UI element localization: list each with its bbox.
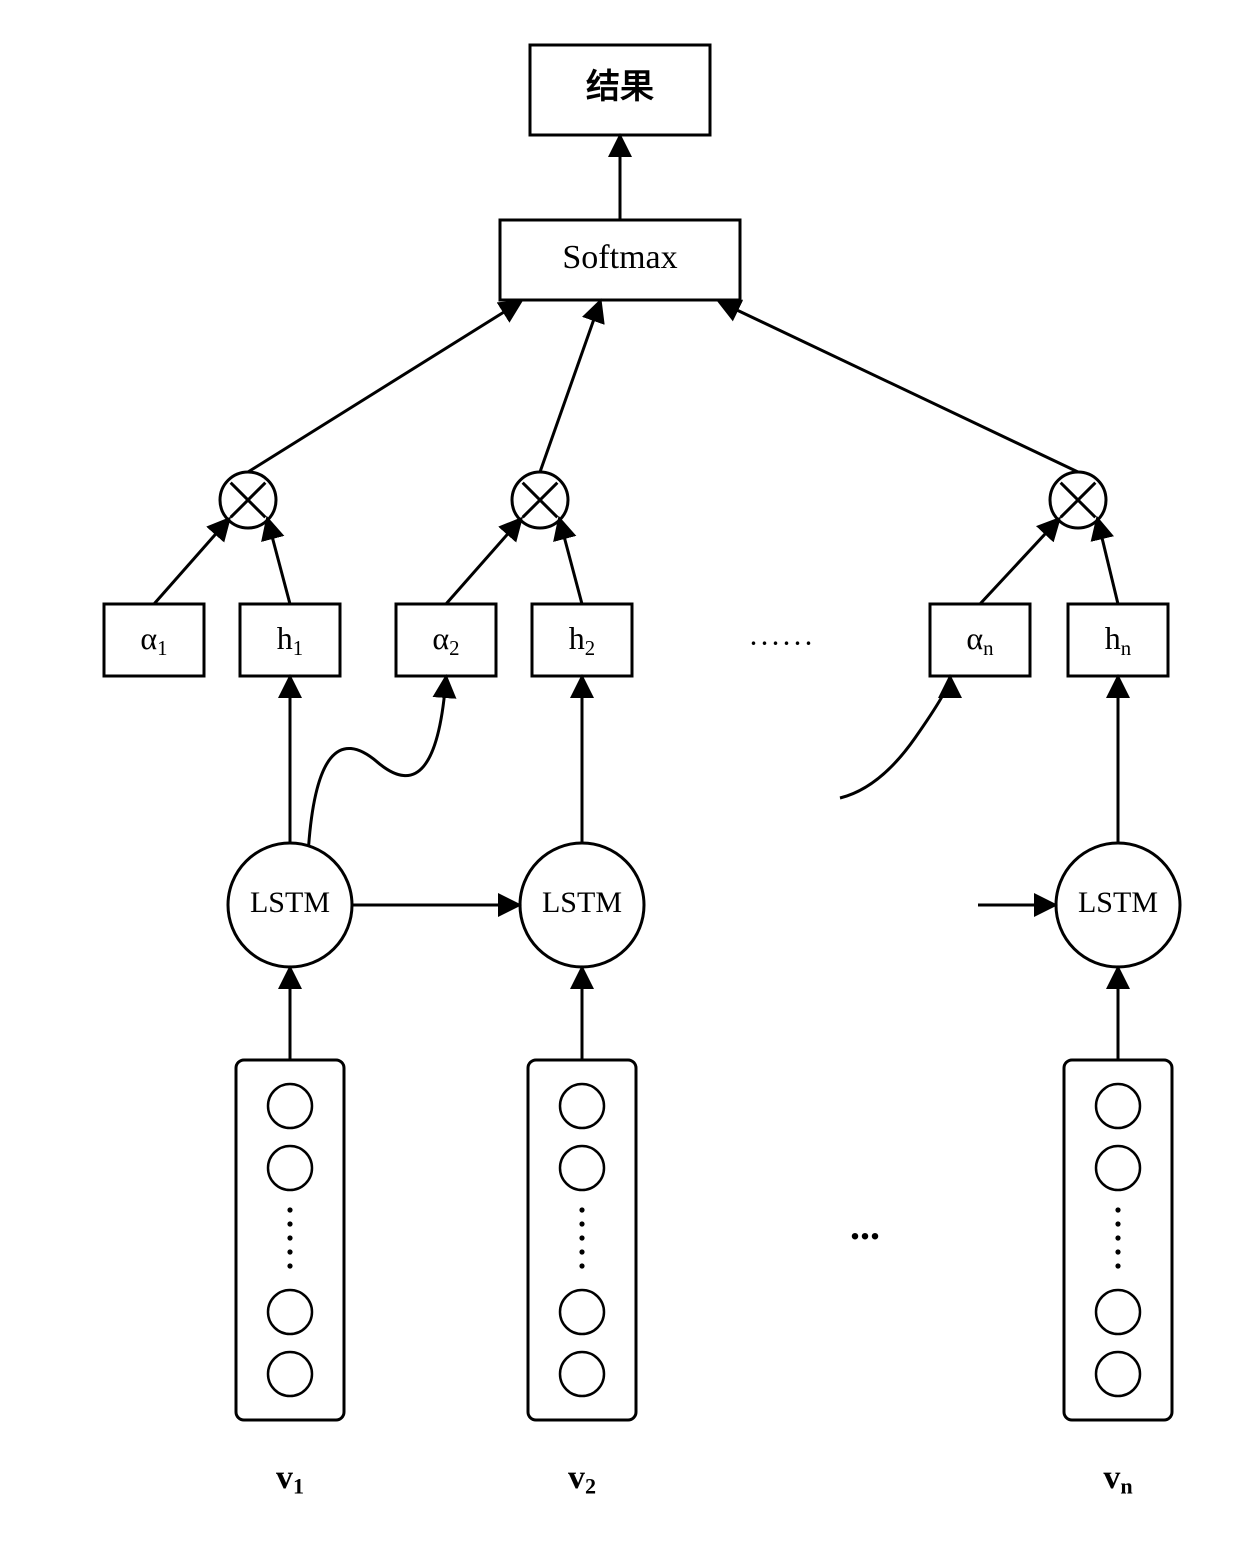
lstm-2: LSTM xyxy=(520,843,644,967)
svg-text:αn: αn xyxy=(966,620,994,659)
h-1: h1 xyxy=(240,604,340,676)
attention-lstm-diagram: 结果 Softmax α1 h1 α2 h2 αn hn . . . . . . LSTM LSTM… xyxy=(0,0,1240,1546)
alpha-n: αn xyxy=(930,604,1030,676)
v-1: v1 xyxy=(236,1060,344,1499)
svg-text:hn: hn xyxy=(1105,620,1132,659)
lstm-1: LSTM xyxy=(228,843,352,967)
result-box: 结果 xyxy=(530,45,710,135)
h-2: h2 xyxy=(532,604,632,676)
svg-text:h1: h1 xyxy=(277,620,303,659)
svg-text:Softmax: Softmax xyxy=(562,239,677,276)
svg-text:v2: v2 xyxy=(568,1459,596,1499)
v-n: vn xyxy=(1064,1060,1172,1499)
lstm-n: LSTM xyxy=(1056,843,1180,967)
svg-text:h2: h2 xyxy=(569,620,595,659)
alpha-2: α2 xyxy=(396,604,496,676)
svg-text:α2: α2 xyxy=(432,620,459,659)
softmax-box: Softmax xyxy=(500,220,740,300)
v-2: v2 xyxy=(528,1060,636,1499)
h-n: hn xyxy=(1068,604,1168,676)
svg-text:α1: α1 xyxy=(140,620,167,659)
svg-text:v1: v1 xyxy=(276,1459,304,1499)
svg-text:...: ... xyxy=(850,1203,880,1248)
svg-text:vn: vn xyxy=(1103,1459,1132,1499)
svg-text:LSTM: LSTM xyxy=(250,886,330,919)
svg-text:结果: 结果 xyxy=(586,68,654,106)
svg-text:LSTM: LSTM xyxy=(542,886,622,919)
alpha-1: α1 xyxy=(104,604,204,676)
svg-text:. . . . . .: . . . . . . xyxy=(751,625,812,650)
svg-text:LSTM: LSTM xyxy=(1078,886,1158,919)
